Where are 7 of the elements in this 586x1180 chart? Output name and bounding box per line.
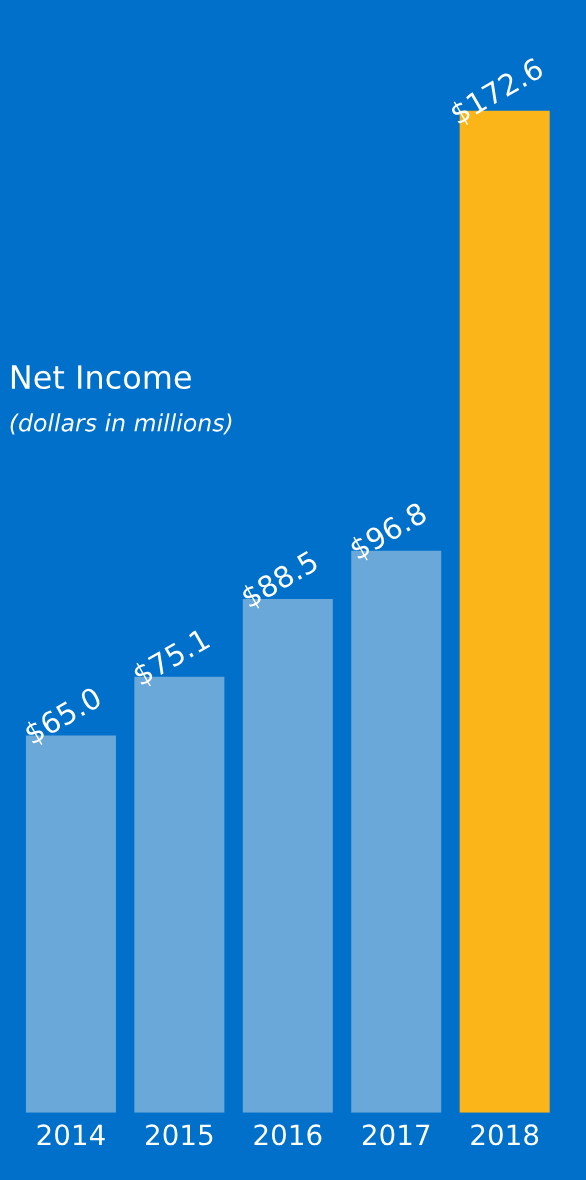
x-tick-label: 2016 xyxy=(254,1124,322,1146)
x-tick-label: 2018 xyxy=(471,1124,539,1146)
x-tick-label: 2014 xyxy=(37,1124,105,1146)
text: (dollars in millions) xyxy=(10,413,232,435)
x-tick-label: 2015 xyxy=(146,1124,213,1146)
x-tick-label: 2017 xyxy=(362,1124,430,1146)
text: Net Income xyxy=(11,365,191,390)
